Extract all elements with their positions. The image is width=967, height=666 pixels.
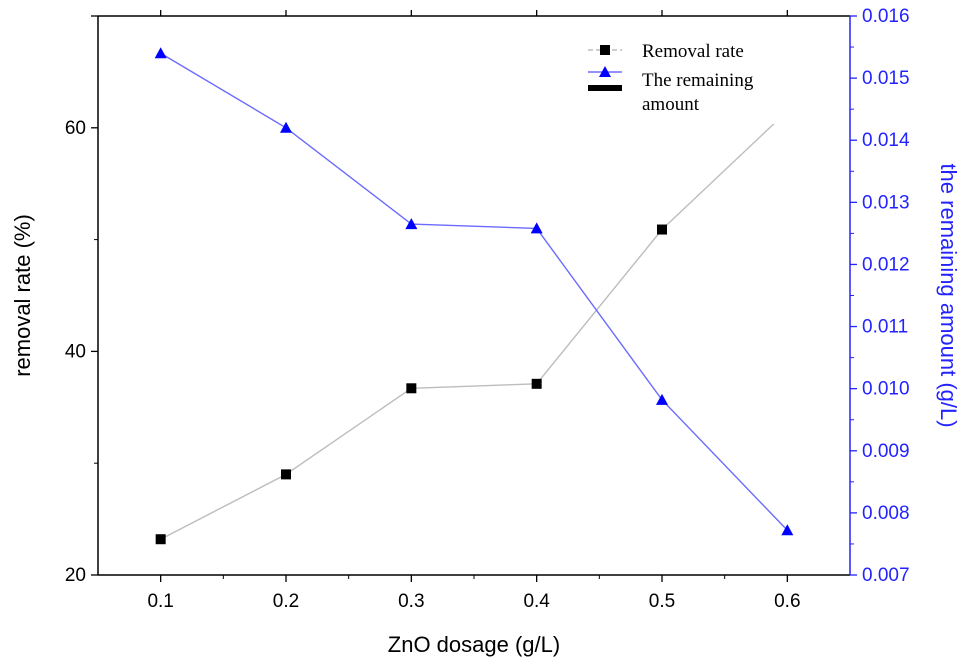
legend-label-remaining-amount-line2: amount bbox=[642, 94, 700, 115]
right-y-tick-label: 0.011 bbox=[862, 317, 908, 338]
legend-marker-removal-rate bbox=[600, 45, 610, 55]
removal-rate-point bbox=[531, 378, 542, 389]
remaining-amount-point bbox=[530, 222, 543, 234]
x-tick-label: 0.6 bbox=[774, 591, 800, 612]
left-y-tick-label: 40 bbox=[65, 341, 86, 362]
legend-marker-remaining-amount bbox=[599, 66, 611, 77]
x-axis-title: ZnO dosage (g/L) bbox=[388, 632, 560, 657]
removal-rate-point bbox=[406, 383, 417, 394]
right-y-tick-label: 0.014 bbox=[862, 130, 910, 151]
x-tick-label: 0.5 bbox=[649, 591, 675, 612]
x-tick-label: 0.3 bbox=[398, 591, 424, 612]
remaining-amount-point bbox=[405, 218, 418, 230]
left-y-tick-label: 20 bbox=[65, 565, 86, 586]
right-y-tick-label: 0.016 bbox=[862, 6, 910, 27]
x-tick-label: 0.4 bbox=[523, 591, 550, 612]
right-y-tick-label: 0.012 bbox=[862, 254, 910, 275]
remaining-amount-point bbox=[656, 393, 668, 405]
removal-rate-point bbox=[657, 224, 667, 235]
series-line-remaining-amount bbox=[160, 52, 788, 531]
right-y-axis-title: the remaining amount (g/L) bbox=[936, 163, 961, 427]
axis-titles: ZnO dosage (g/L) removal rate (%) the re… bbox=[10, 163, 961, 657]
left-y-tick-label: 60 bbox=[65, 118, 86, 139]
legend-label-removal-rate: Removal rate bbox=[642, 41, 744, 62]
right-y-axis: 0.007 0.008 0.009 0.010 0.011 0.012 0.013 0.014… bbox=[850, 6, 910, 586]
x-tick-label: 0.2 bbox=[273, 591, 299, 612]
remaining-amount-point bbox=[154, 47, 167, 59]
left-y-axis: 20 40 60 bbox=[65, 15, 98, 586]
remaining-amount-point bbox=[280, 121, 292, 133]
removal-rate-point bbox=[281, 469, 291, 480]
left-y-axis-title: removal rate (%) bbox=[10, 214, 35, 377]
legend-box bbox=[582, 36, 824, 124]
x-axis: 0.1 0.2 0.3 0.4 0.5 0.6 bbox=[147, 10, 801, 612]
right-y-tick-label: 0.015 bbox=[862, 68, 910, 89]
series-layer bbox=[154, 47, 794, 545]
right-y-tick-label: 0.008 bbox=[862, 503, 910, 524]
right-y-tick-label: 0.009 bbox=[862, 441, 910, 462]
series-line-removal-rate bbox=[160, 110, 788, 540]
removal-rate-point bbox=[155, 534, 166, 545]
legend-label-remaining-amount-line1: The remaining bbox=[642, 70, 754, 91]
legend-marker-bar bbox=[588, 85, 622, 91]
legend: Removal rate The remaining amount bbox=[582, 36, 824, 124]
x-tick-label: 0.1 bbox=[147, 591, 173, 612]
right-y-tick-label: 0.010 bbox=[862, 379, 910, 400]
right-y-tick-label: 0.007 bbox=[862, 565, 910, 586]
remaining-amount-point bbox=[781, 524, 794, 536]
right-y-tick-label: 0.013 bbox=[862, 192, 910, 213]
